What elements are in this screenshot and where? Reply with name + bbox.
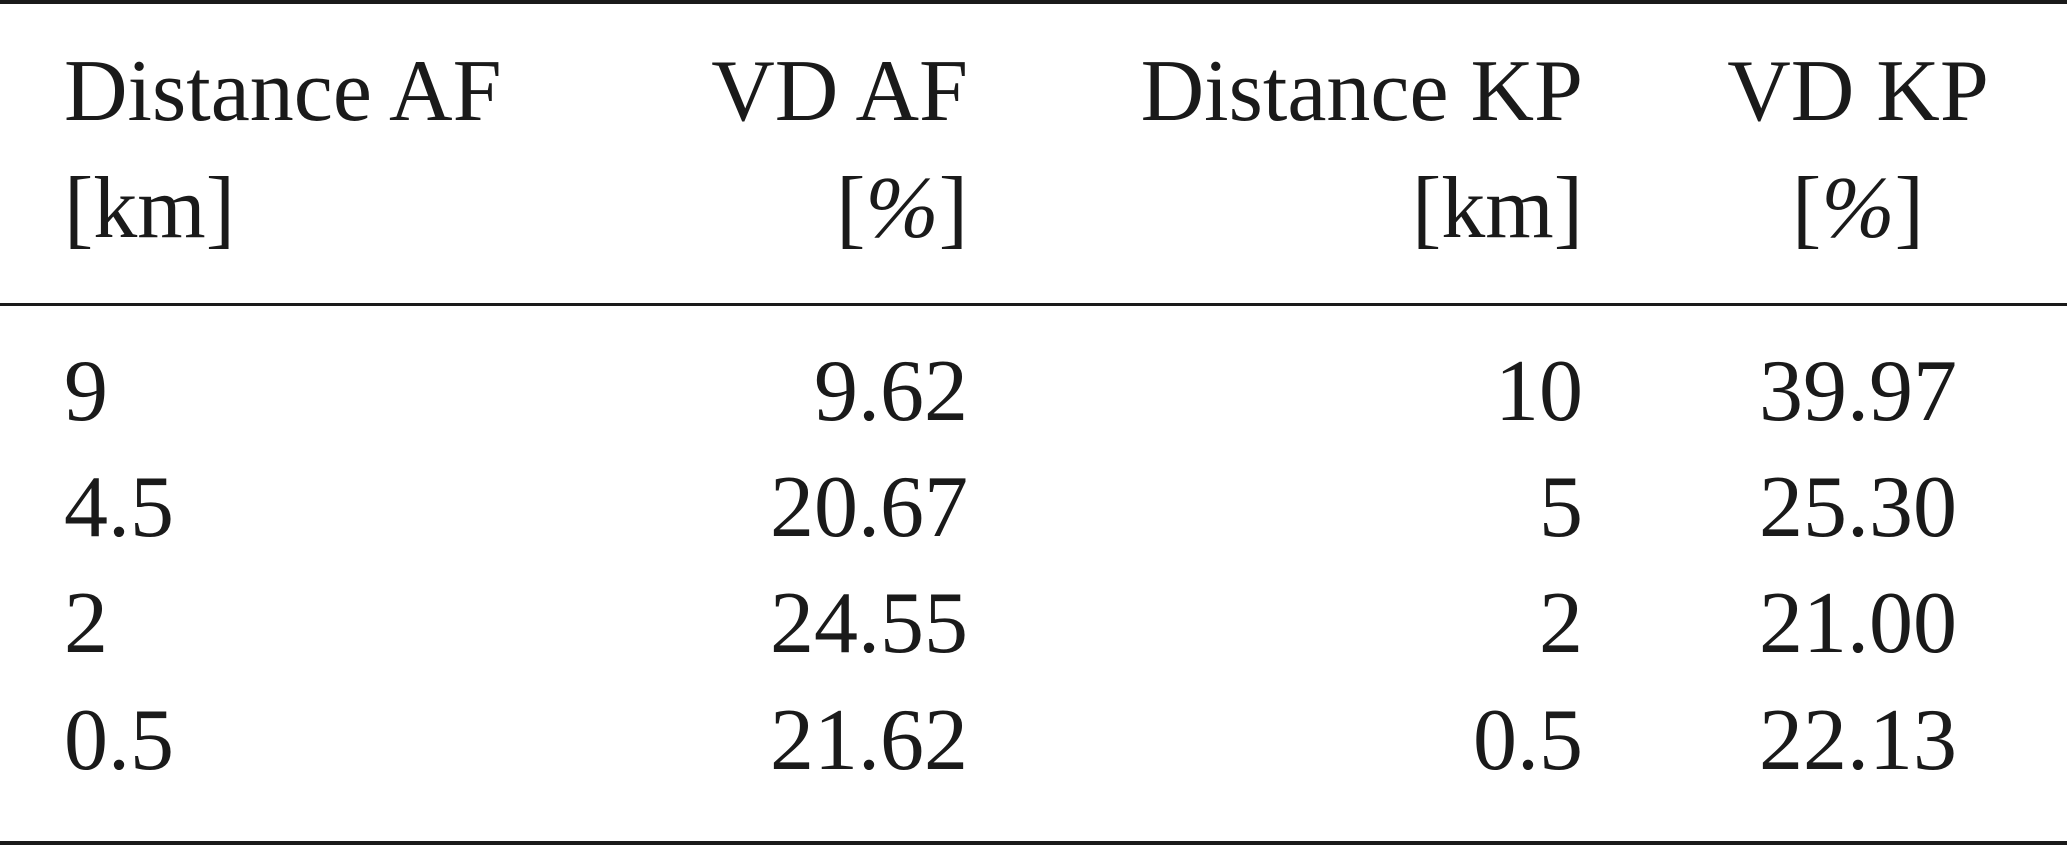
- table-bottom-rule: [0, 841, 2067, 845]
- cell-vd-af: 9.62: [814, 343, 968, 440]
- header-vd-kp-unit: [%]: [1792, 160, 1924, 257]
- cell-distance-af: 9: [64, 343, 108, 440]
- cell-vd-af: 20.67: [770, 459, 968, 556]
- cell-distance-kp: 2: [1539, 575, 1583, 672]
- cell-distance-af: 0.5: [64, 692, 174, 789]
- header-distance-kp-unit: [km]: [1411, 160, 1583, 257]
- header-distance-af-unit: [km]: [64, 160, 236, 257]
- cell-vd-kp: 22.13: [1759, 692, 1957, 789]
- cell-vd-kp: 21.00: [1759, 575, 1957, 672]
- header-vd-kp-line1: VD KP: [1727, 43, 1989, 140]
- cell-vd-af: 21.62: [770, 692, 968, 789]
- cell-vd-kp: 25.30: [1759, 459, 1957, 556]
- cell-distance-kp: 10: [1495, 343, 1583, 440]
- cell-distance-kp: 0.5: [1473, 692, 1583, 789]
- cell-distance-kp: 5: [1539, 459, 1583, 556]
- header-distance-kp-line1: Distance KP: [1140, 43, 1583, 140]
- table-top-rule: [0, 0, 2067, 4]
- cell-distance-af: 4.5: [64, 459, 174, 556]
- header-vd-af-unit: [%]: [836, 160, 968, 257]
- table-header-rule: [0, 303, 2067, 306]
- header-vd-af-line1: VD AF: [711, 43, 968, 140]
- header-distance-af-line1: Distance AF: [64, 43, 502, 140]
- cell-vd-kp: 39.97: [1759, 343, 1957, 440]
- cell-distance-af: 2: [64, 575, 108, 672]
- cell-vd-af: 24.55: [770, 575, 968, 672]
